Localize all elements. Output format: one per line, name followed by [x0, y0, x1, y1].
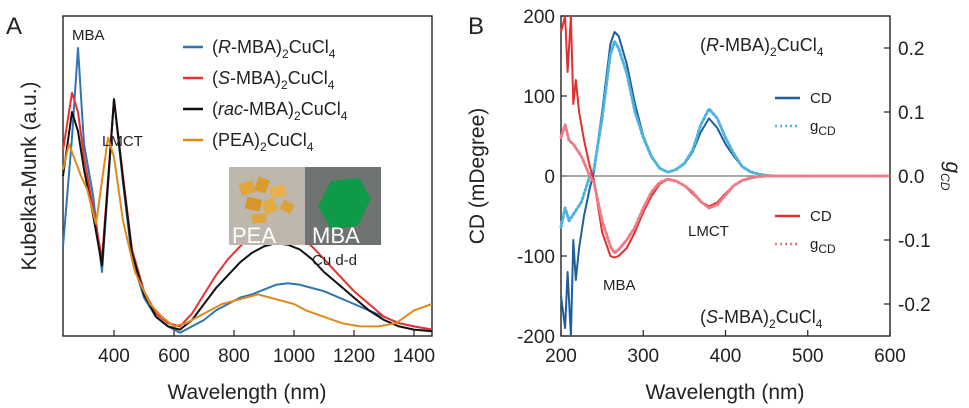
panel-label-a: A: [6, 13, 22, 40]
panel-b-series-line-3: [559, 123, 892, 255]
panel-b-y-tick-label: 100: [523, 87, 555, 108]
mba-crystal: [318, 178, 371, 229]
panel-b-x-tick-label: 200: [545, 346, 577, 367]
panel-a-x-tick-label: 1400: [393, 346, 435, 367]
legend-label-cd-r: CD: [810, 90, 832, 107]
panel-b-y-tick-label: -200: [517, 327, 555, 348]
annotation-mba: MBA: [72, 27, 105, 44]
annotation-lmct-b: LMCT: [688, 223, 729, 240]
panel-b-y-tick-label: -100: [517, 247, 555, 268]
panel-b-y2-label: gCD: [938, 161, 964, 190]
label-s-compound: (S-MBA)2CuCl4: [700, 307, 823, 331]
panel-b-x-tick-label: 600: [874, 346, 906, 367]
panel-b-y2-tick-label: -0.2: [898, 295, 931, 316]
panel-a-y-label: Kubelka-Munk (a.u.): [18, 81, 41, 270]
inset-label-mba: MBA: [312, 223, 360, 248]
panel-a-series-line-2: [62, 98, 433, 333]
panel-b-y-tick-label: 0: [544, 167, 555, 188]
panel-a-legend: (R-MBA)2CuCl4 (S-MBA)2CuCl4 (rac-MBA)2Cu…: [183, 37, 348, 154]
panel-b-x-label: Wavelength (nm): [645, 381, 804, 404]
panel-a-series-line-3: [62, 136, 433, 328]
panel-a-chart: 400 600 800 1000 1200 1400 PEA MBA MBA LMCT C…: [18, 15, 435, 404]
panel-a-x-tick-label: 600: [158, 346, 190, 367]
legend-label-g-r: gCD: [810, 118, 836, 138]
pea-crystals: [238, 176, 295, 224]
panel-b-series: [559, 15, 892, 337]
panel-b-chart: 200 300 400 500 600 -200 -100 0 100 200 -0.2 -0.1 0.…: [466, 7, 964, 404]
panel-b-ticks: 200 300 400 500 600 -200 -100 0 100 200 -0.2 -0.1 0.…: [517, 7, 931, 367]
panel-b-y-tick-label: 200: [523, 7, 555, 28]
annotation-cu-dd: Cu d-d: [312, 252, 357, 269]
annotation-mba-b: MBA: [603, 277, 636, 294]
legend-label-g-s: gCD: [810, 236, 836, 256]
legend-label-cd-s: CD: [810, 208, 832, 225]
panel-a-x-tick-label: 1200: [333, 346, 375, 367]
legend-label-s: (S-MBA)2CuCl4: [212, 68, 335, 92]
panel-b-y2-tick-label: 0.2: [898, 39, 924, 60]
annotation-lmct: LMCT: [102, 133, 143, 150]
legend-label-pea: (PEA)2CuCl4: [212, 130, 314, 154]
panel-b-x-tick-label: 300: [627, 346, 659, 367]
inset-photo: PEA MBA: [229, 167, 381, 248]
panel-b-y2-tick-label: -0.1: [898, 231, 931, 252]
panel-a-x-label: Wavelength (nm): [167, 381, 326, 404]
inset-label-pea: PEA: [232, 223, 276, 248]
panel-b-x-tick-label: 400: [710, 346, 742, 367]
panel-label-b: B: [468, 13, 484, 40]
panel-b-x-tick-label: 500: [792, 346, 824, 367]
panel-a-x-tick-label: 400: [98, 346, 130, 367]
panel-a-x-tick-label: 800: [218, 346, 250, 367]
panel-a-series: [62, 47, 433, 334]
panel-b-y-label: CD (mDegree): [466, 108, 489, 245]
legend-label-rac: (rac-MBA)2CuCl4: [212, 99, 348, 123]
panel-a-x-tick-label: 1000: [273, 346, 315, 367]
panel-b-series-line-1: [559, 40, 892, 229]
legend-label-r: (R-MBA)2CuCl4: [212, 37, 336, 61]
panel-a-x-ticks: 400 600 800 1000 1200 1400: [98, 330, 435, 367]
panel-b-y2-tick-label: 0.1: [898, 103, 924, 124]
panel-b-y2-tick-label: 0.0: [898, 167, 924, 188]
label-r-compound: (R-MBA)2CuCl4: [700, 35, 824, 59]
